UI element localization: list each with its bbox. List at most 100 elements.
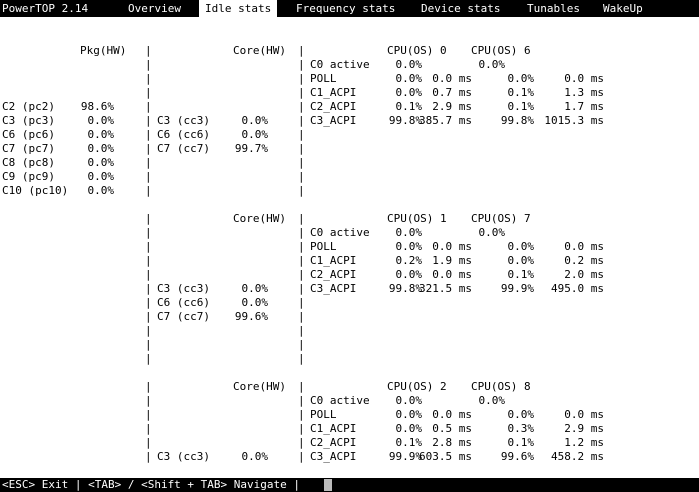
cstate-percent: 0.0% (395, 422, 423, 435)
cstate-name: C2_ACPI (310, 100, 357, 113)
cstate-time: 0.0 ms (432, 408, 472, 421)
cstate-time: 2.9 ms (432, 100, 472, 113)
column-separator: | (145, 212, 152, 225)
column-separator: | (145, 58, 152, 71)
column-separator: | (145, 44, 152, 57)
cstate-percent: 0.0% (395, 240, 423, 253)
core-state-value: 0.0% (241, 282, 269, 295)
cstate-time: 2.0 ms (564, 268, 604, 281)
cstate-percent: 0.1% (507, 268, 535, 281)
core-state-value: 0.0% (241, 450, 269, 463)
column-separator: | (298, 394, 305, 407)
column-separator: | (298, 184, 305, 197)
pkg-state-value: 0.0% (87, 128, 115, 141)
column-separator: | (298, 296, 305, 309)
cpu-header: CPU(OS) 1 (387, 212, 447, 225)
column-separator: | (145, 114, 152, 127)
core-state-label: C3 (cc3) (157, 114, 210, 127)
cstate-time: 0.0 ms (432, 268, 472, 281)
cstate-time: 0.2 ms (564, 254, 604, 267)
bottom-status-bar: <ESC> Exit | <TAB> / <Shift + TAB> Navig… (0, 478, 699, 492)
column-separator: | (145, 380, 152, 393)
column-separator: | (298, 450, 305, 463)
core-header: Core(HW) (233, 380, 286, 393)
cstate-time: 0.0 ms (564, 72, 604, 85)
column-separator: | (145, 72, 152, 85)
core-state-label: C7 (cc7) (157, 310, 210, 323)
cstate-percent: 99.8% (500, 114, 534, 127)
cstate-time: 1.2 ms (564, 436, 604, 449)
tab-device-stats[interactable]: Device stats (421, 2, 501, 15)
cstate-time: 321.5 ms (419, 282, 472, 295)
idle-stats-panel: Pkg(HW) C2 (pc2) 98.6% C3 (pc3) 0.0% C6 (pc6)… (0, 18, 699, 478)
core-state-value: 0.0% (241, 296, 269, 309)
column-separator: | (298, 436, 305, 449)
cstate-name: C1_ACPI (310, 422, 357, 435)
cstate-percent: 0.1% (507, 86, 535, 99)
top-menu-bar: PowerTOP 2.14 Overview Idle stats Freque… (0, 0, 699, 17)
column-separator: | (145, 324, 152, 337)
tab-idle-stats[interactable]: Idle stats (199, 0, 278, 17)
column-separator: | (298, 72, 305, 85)
cstate-time: 0.0 ms (564, 240, 604, 253)
cstate-percent: 0.0% (395, 408, 423, 421)
c0-active-label: C0 active (310, 394, 370, 407)
cpu-header: CPU(OS) 2 (387, 380, 447, 393)
cstate-percent: 0.1% (507, 100, 535, 113)
tab-wakeup[interactable]: WakeUp (603, 2, 643, 15)
column-separator: | (145, 338, 152, 351)
pkg-header: Pkg(HW) (80, 44, 127, 57)
column-separator: | (145, 310, 152, 323)
cstate-time: 1.9 ms (432, 254, 472, 267)
column-separator: | (298, 380, 305, 393)
column-separator: | (298, 128, 305, 141)
cstate-percent: 0.0% (507, 240, 535, 253)
cstate-name: C3_ACPI (310, 282, 357, 295)
column-separator: | (298, 212, 305, 225)
app-title: PowerTOP 2.14 (2, 2, 89, 15)
pkg-state-label: C7 (pc7) (2, 142, 55, 155)
tab-frequency-stats[interactable]: Frequency stats (296, 2, 396, 15)
tab-overview[interactable]: Overview (128, 2, 181, 15)
column-separator: | (145, 422, 152, 435)
column-separator: | (298, 100, 305, 113)
column-separator: | (145, 268, 152, 281)
column-separator: | (298, 338, 305, 351)
cpu-header: CPU(OS) 8 (471, 380, 531, 393)
footer-help-text: <ESC> Exit | <TAB> / <Shift + TAB> Navig… (2, 478, 301, 491)
column-separator: | (145, 450, 152, 463)
core-state-value: 0.0% (241, 128, 269, 141)
column-separator: | (298, 422, 305, 435)
cstate-percent: 0.1% (395, 100, 423, 113)
pkg-state-value: 0.0% (87, 114, 115, 127)
cstate-percent: 99.9% (500, 282, 534, 295)
cstate-percent: 0.0% (507, 254, 535, 267)
pkg-state-label: C9 (pc9) (2, 170, 55, 183)
column-separator: | (145, 296, 152, 309)
column-separator: | (298, 156, 305, 169)
column-separator: | (145, 436, 152, 449)
column-separator: | (145, 226, 152, 239)
tab-tunables[interactable]: Tunables (527, 2, 580, 15)
cstate-time: 385.7 ms (419, 114, 472, 127)
cstate-name: POLL (310, 408, 337, 421)
cstate-name: C3_ACPI (310, 450, 357, 463)
cstate-percent: 0.0% (395, 86, 423, 99)
cstate-name: C2_ACPI (310, 436, 357, 449)
core-state-value: 0.0% (241, 114, 269, 127)
cstate-time: 0.0 ms (432, 240, 472, 253)
column-separator: | (298, 282, 305, 295)
column-separator: | (298, 170, 305, 183)
column-separator: | (145, 408, 152, 421)
core-state-label: C7 (cc7) (157, 142, 210, 155)
cstate-time: 0.5 ms (432, 422, 472, 435)
cstate-time: 2.9 ms (564, 422, 604, 435)
column-separator: | (298, 58, 305, 71)
column-separator: | (145, 184, 152, 197)
cpu-header: CPU(OS) 7 (471, 212, 531, 225)
cstate-time: 1015.3 ms (544, 114, 604, 127)
cstate-name: C1_ACPI (310, 86, 357, 99)
cpu-header: CPU(OS) 0 (387, 44, 447, 57)
cstate-time: 1.7 ms (564, 100, 604, 113)
column-separator: | (298, 142, 305, 155)
